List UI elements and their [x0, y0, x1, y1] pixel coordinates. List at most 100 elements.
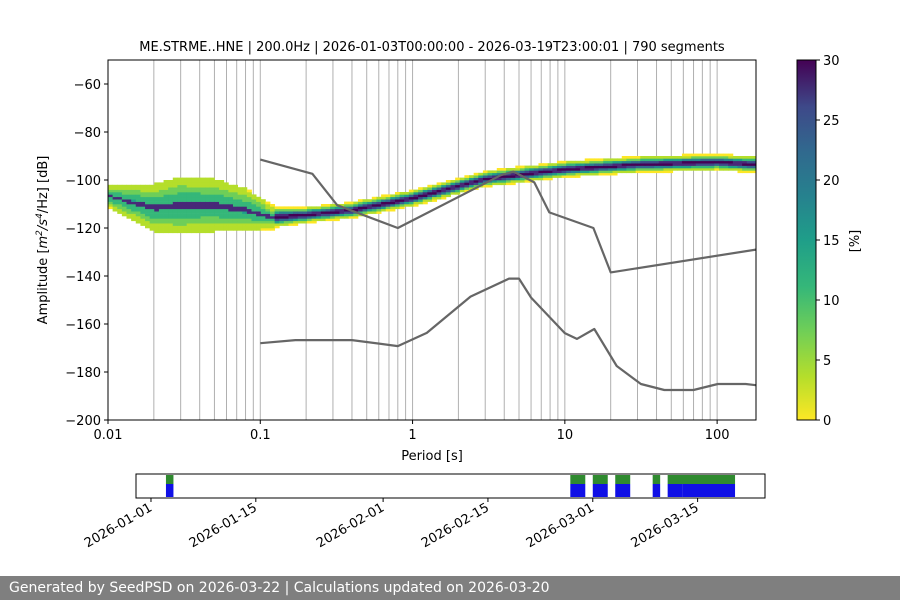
- density-cell: [399, 196, 405, 200]
- density-cell: [732, 156, 738, 159]
- density-cell: [598, 170, 604, 174]
- density-cell: [177, 180, 183, 183]
- density-cell: [163, 223, 169, 226]
- density-cell: [515, 168, 521, 171]
- density-cell: [529, 165, 535, 169]
- density-cell: [237, 208, 243, 212]
- density-cell: [672, 156, 678, 159]
- density-cell: [251, 225, 257, 229]
- density-cell: [260, 208, 266, 212]
- density-cell: [584, 158, 590, 162]
- density-cell: [455, 182, 461, 186]
- density-cell: [561, 165, 567, 169]
- density-cell: [506, 182, 512, 186]
- density-cell: [663, 163, 669, 166]
- density-cell: [135, 184, 141, 188]
- density-cell: [705, 165, 711, 169]
- density-cell: [293, 218, 299, 222]
- density-cell: [191, 201, 197, 205]
- density-cell: [177, 230, 183, 234]
- density-cell: [242, 206, 248, 210]
- density-cell: [654, 158, 660, 162]
- x-tick-label: 0.1: [250, 428, 271, 443]
- density-cell: [612, 163, 618, 166]
- density-cell: [603, 165, 609, 169]
- density-cell: [644, 156, 650, 159]
- density-cell: [492, 170, 498, 174]
- density-cell: [182, 206, 188, 210]
- density-cell: [251, 218, 257, 222]
- density-cell: [195, 192, 201, 195]
- density-cell: [320, 216, 326, 219]
- density-cell: [515, 165, 521, 169]
- density-cell: [121, 213, 127, 217]
- density-cell: [432, 194, 438, 198]
- density-cell: [496, 172, 502, 176]
- density-cell: [121, 208, 127, 212]
- density-cell: [168, 228, 174, 231]
- density-cell: [131, 184, 137, 188]
- density-cell: [228, 189, 234, 193]
- density-cell: [270, 213, 276, 217]
- density-cell: [158, 189, 164, 193]
- density-cell: [422, 194, 428, 198]
- density-cell: [644, 163, 650, 166]
- density-cell: [436, 187, 442, 190]
- density-cell: [408, 199, 414, 202]
- density-cell: [145, 216, 151, 219]
- density-cell: [612, 158, 618, 162]
- density-cell: [177, 177, 183, 181]
- density-cell: [251, 223, 257, 226]
- density-cell: [427, 194, 433, 198]
- density-cell: [570, 165, 576, 169]
- density-cell: [603, 172, 609, 176]
- density-cell: [154, 211, 160, 214]
- density-cell: [580, 172, 586, 176]
- density-cell: [348, 204, 354, 207]
- density-cell: [205, 184, 211, 188]
- density-cell: [293, 211, 299, 214]
- density-cell: [589, 160, 595, 164]
- density-cell: [556, 170, 562, 174]
- density-cell: [506, 168, 512, 171]
- density-cell: [649, 165, 655, 169]
- density-cell: [237, 189, 243, 193]
- density-cell: [195, 180, 201, 183]
- density-cell: [663, 165, 669, 169]
- y-tick-label: −140: [65, 270, 101, 285]
- density-cell: [367, 211, 373, 214]
- density-cell: [154, 228, 160, 231]
- density-cell: [186, 184, 192, 188]
- density-cell: [126, 204, 132, 207]
- density-cell: [223, 184, 229, 188]
- density-cell: [232, 216, 238, 219]
- density-cell: [251, 204, 257, 207]
- density-cell: [237, 216, 243, 219]
- density-cell: [251, 211, 257, 214]
- density-cell: [413, 192, 419, 195]
- density-cell: [219, 187, 225, 190]
- density-cell: [219, 184, 225, 188]
- density-cell: [705, 153, 711, 157]
- density-cell: [186, 225, 192, 229]
- density-cell: [186, 216, 192, 219]
- density-cell: [112, 187, 118, 190]
- density-cell: [265, 223, 271, 226]
- density-cell: [219, 196, 225, 200]
- density-cell: [108, 196, 114, 200]
- colorbar-tick-label: 20: [823, 174, 840, 189]
- density-cell: [121, 199, 127, 202]
- density-cell: [214, 201, 220, 205]
- density-cell: [519, 177, 525, 181]
- density-cell: [209, 230, 215, 234]
- density-cell: [140, 204, 146, 207]
- y-label-m: m: [36, 236, 51, 249]
- density-cell: [195, 211, 201, 214]
- y-label-suffix: /Hz] [dB]: [36, 156, 51, 214]
- density-cell: [237, 192, 243, 195]
- density-cell: [279, 208, 285, 212]
- density-cell: [631, 160, 637, 164]
- density-cell: [154, 208, 160, 212]
- density-cell: [121, 194, 127, 198]
- density-cell: [283, 216, 289, 219]
